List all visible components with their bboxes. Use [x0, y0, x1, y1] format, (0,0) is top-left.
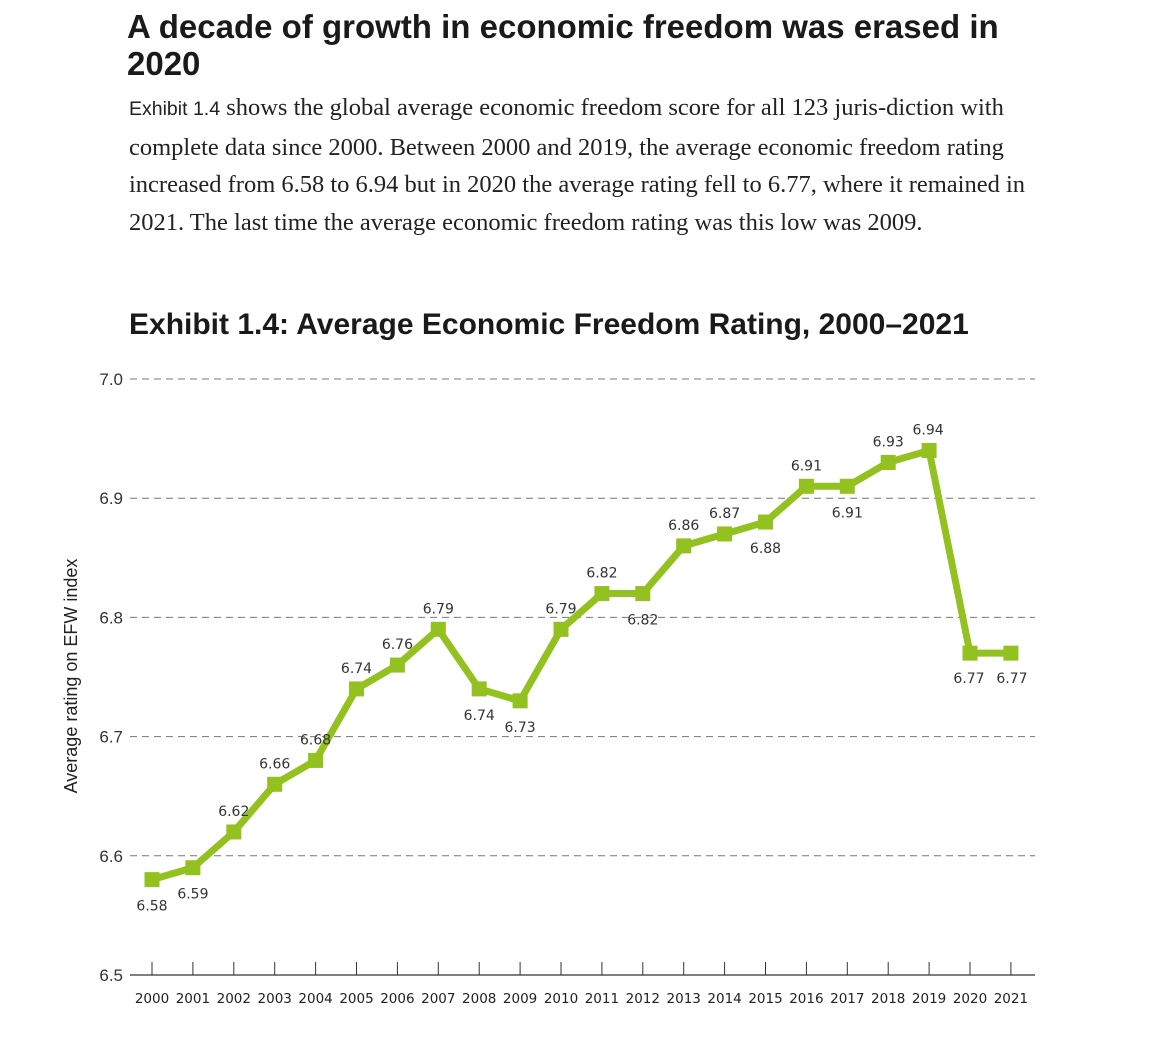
data-point [880, 454, 896, 470]
data-point [962, 645, 978, 661]
data-point [594, 586, 610, 602]
x-tick-label: 2014 [707, 991, 741, 1007]
data-point [798, 478, 814, 494]
data-label: 6.74 [341, 661, 372, 677]
y-axis-ticks: 6.5 6.6 6.7 6.8 6.9 7.0 [99, 370, 123, 985]
x-tick-label: 2008 [462, 991, 496, 1007]
data-labels: 6.58 6.59 6.62 6.66 6.68 6.74 6.76 6.79 6.74 6.73… [136, 423, 1027, 915]
data-label: 6.86 [668, 518, 699, 534]
x-tick-label: 2001 [176, 991, 210, 1007]
x-tick-label: 2016 [789, 991, 823, 1007]
data-point [430, 621, 446, 637]
data-label: 6.82 [627, 613, 658, 629]
data-point [758, 514, 773, 530]
data-label: 6.91 [791, 458, 822, 474]
chart-title: Exhibit 1.4: Average Economic Freedom Ra… [129, 308, 969, 341]
x-tick-label: 2015 [748, 991, 782, 1007]
x-tick-label: 2000 [135, 991, 169, 1007]
data-point [676, 538, 692, 554]
data-label: 6.66 [259, 756, 290, 772]
headline: A decade of growth in economic freedom w… [127, 8, 999, 82]
data-label: 6.91 [832, 505, 863, 521]
x-tick-label: 2003 [258, 991, 292, 1007]
x-tick-label: 2012 [626, 991, 660, 1007]
data-point [635, 586, 651, 602]
data-label: 6.88 [750, 541, 781, 557]
data-label: 6.82 [586, 566, 617, 582]
data-point [308, 752, 324, 768]
x-tick-label: 2005 [339, 991, 373, 1007]
data-label: 6.73 [505, 720, 536, 736]
data-point [144, 872, 160, 888]
gridlines [130, 378, 1035, 857]
data-point [717, 526, 733, 542]
x-tick-label: 2007 [421, 991, 455, 1007]
y-tick-label: 6.7 [99, 728, 123, 747]
x-tick-label: 2020 [953, 991, 987, 1007]
y-axis-label: Average rating on EFW index [61, 559, 81, 794]
data-label: 6.94 [913, 423, 944, 439]
data-point [226, 824, 242, 840]
data-label: 6.87 [709, 506, 740, 522]
x-tick-label: 2011 [585, 991, 619, 1007]
x-axis [130, 962, 1035, 976]
data-point [185, 860, 201, 876]
x-tick-label: 2013 [667, 991, 701, 1007]
data-label: 6.79 [423, 601, 454, 617]
data-label: 6.79 [545, 601, 576, 617]
series-rating [144, 443, 1019, 888]
series-line [151, 446, 1011, 884]
y-tick-label: 6.9 [99, 489, 123, 508]
y-tick-label: 7.0 [99, 370, 123, 389]
x-tick-label: 2002 [217, 991, 251, 1007]
data-label: 6.62 [218, 804, 249, 820]
data-label: 6.58 [136, 899, 167, 915]
data-point [839, 478, 855, 494]
y-tick-label: 6.6 [99, 847, 123, 866]
data-label: 6.74 [464, 708, 495, 724]
data-label: 6.93 [873, 434, 904, 450]
x-tick-label: 2021 [994, 991, 1028, 1007]
y-tick-label: 6.5 [99, 966, 123, 985]
data-label: 6.77 [996, 671, 1027, 687]
x-axis-ticks: 2000 2001 2002 2003 2004 2005 2006 2007 2008 2009… [135, 991, 1028, 1007]
x-tick-label: 2017 [830, 991, 864, 1007]
data-label: 6.76 [382, 637, 413, 653]
intro-paragraph: Exhibit 1.4 shows the global average eco… [129, 89, 1044, 241]
data-point [267, 776, 283, 792]
data-label: 6.77 [953, 671, 984, 687]
exhibit-reference: Exhibit 1.4 [129, 98, 221, 120]
data-point [512, 693, 528, 709]
data-point [471, 681, 487, 697]
data-point [389, 657, 405, 673]
x-tick-label: 2004 [298, 991, 332, 1007]
x-tick-label: 2006 [380, 991, 414, 1007]
y-tick-label: 6.8 [99, 608, 123, 627]
data-point [553, 621, 569, 637]
data-label: 6.59 [177, 887, 208, 903]
data-point [1003, 645, 1019, 661]
x-tick-label: 2019 [912, 991, 946, 1007]
data-point [349, 681, 364, 697]
x-tick-label: 2009 [503, 991, 537, 1007]
data-label: 6.68 [300, 732, 331, 748]
x-tick-label: 2018 [871, 991, 905, 1007]
data-point [921, 443, 937, 459]
x-tick-label: 2010 [544, 991, 578, 1007]
paragraph-text: shows the global average economic freedo… [129, 94, 1026, 236]
